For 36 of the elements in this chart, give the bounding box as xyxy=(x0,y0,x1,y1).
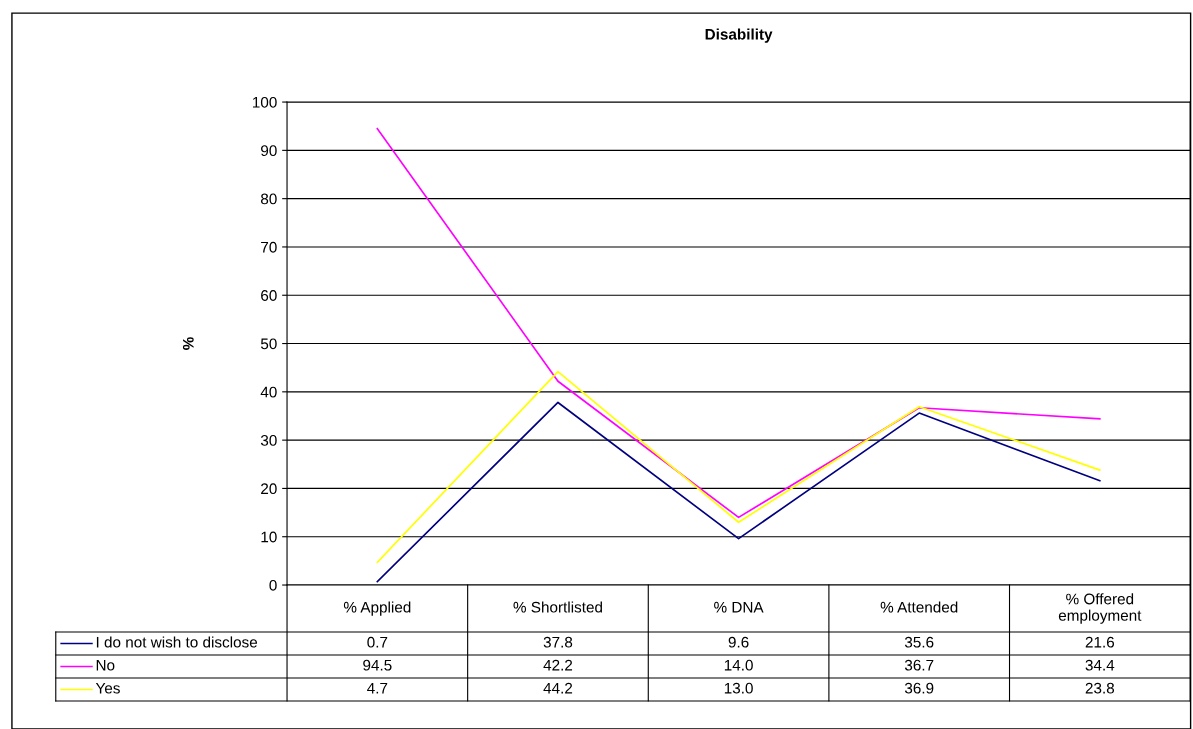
y-tick-label: 0 xyxy=(269,579,277,591)
legend-label: No xyxy=(96,659,115,671)
data-label: 34.4 xyxy=(1085,659,1115,671)
y-tick-label: 60 xyxy=(261,290,277,301)
y-axis-title: % xyxy=(182,337,194,350)
legend-label: Yes xyxy=(95,682,120,694)
data-label: 21.6 xyxy=(1085,636,1115,648)
data-label: 9.6 xyxy=(728,636,749,648)
y-tick-label: 80 xyxy=(260,193,277,205)
data-label: 13.0 xyxy=(724,682,753,694)
data-label: 4.7 xyxy=(367,682,388,694)
y-tick-label: 90 xyxy=(261,145,277,157)
y-tick-label: 30 xyxy=(260,435,277,446)
y-tick-label: 50 xyxy=(260,338,277,350)
y-tick-label: 20 xyxy=(261,483,277,495)
data-label: 94.5 xyxy=(363,659,392,671)
data-label: 14.0 xyxy=(724,659,753,671)
data-label: 36.9 xyxy=(904,682,934,694)
data-label: 37.8 xyxy=(543,636,573,648)
data-label: 35.6 xyxy=(904,636,934,648)
x-tick-label: % Shortlisted xyxy=(513,601,602,613)
y-tick-label: 40 xyxy=(260,386,277,398)
chart-title: Disability xyxy=(705,28,773,43)
data-label: 42.2 xyxy=(543,659,573,671)
data-label: 0.7 xyxy=(367,636,388,648)
y-tick-label: 10 xyxy=(261,531,277,543)
legend-label: I do not wish to disclose xyxy=(96,636,258,648)
x-tick-label: % Applied xyxy=(343,601,411,616)
data-label: 44.2 xyxy=(543,682,573,694)
data-label: 36.7 xyxy=(904,659,934,671)
y-tick-label: 100 xyxy=(252,96,277,108)
x-tick-label: % Attended xyxy=(880,601,958,613)
data-label: 23.8 xyxy=(1085,682,1115,694)
y-tick-label: 70 xyxy=(261,241,277,253)
x-tick-label: % DNA xyxy=(714,601,764,613)
x-tick-label: % Offered employment xyxy=(1058,593,1142,624)
